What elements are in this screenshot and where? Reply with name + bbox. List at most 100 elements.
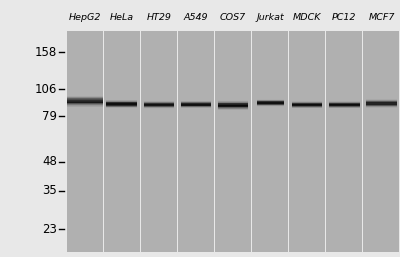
Bar xyxy=(67,97,102,98)
Bar xyxy=(292,104,322,105)
Bar xyxy=(292,106,322,107)
Text: Jurkat: Jurkat xyxy=(256,13,284,22)
Bar xyxy=(257,102,284,103)
Bar xyxy=(257,102,284,103)
Bar xyxy=(67,99,102,100)
Bar xyxy=(257,104,284,105)
Bar xyxy=(144,104,174,105)
Bar xyxy=(181,107,211,108)
Bar xyxy=(106,105,137,106)
Bar xyxy=(329,102,360,103)
Bar xyxy=(366,103,397,104)
Bar xyxy=(366,105,397,106)
Bar xyxy=(106,100,137,101)
Bar xyxy=(67,102,102,103)
Bar xyxy=(106,102,137,103)
Bar xyxy=(329,103,360,104)
Bar xyxy=(257,100,284,101)
Text: 158: 158 xyxy=(34,46,57,59)
Bar xyxy=(144,104,174,105)
Bar xyxy=(218,105,248,106)
Bar xyxy=(329,106,360,107)
Bar xyxy=(257,105,284,106)
Bar xyxy=(366,100,397,101)
Bar xyxy=(292,107,322,108)
Bar xyxy=(144,107,174,108)
Bar xyxy=(366,103,397,104)
Bar xyxy=(366,106,397,107)
Text: 48: 48 xyxy=(42,155,57,168)
Bar xyxy=(67,97,102,98)
Bar xyxy=(292,107,322,108)
Bar xyxy=(67,31,102,252)
Bar xyxy=(292,106,322,107)
Bar xyxy=(218,107,248,108)
Bar xyxy=(329,102,360,103)
Bar xyxy=(106,105,137,106)
Bar xyxy=(67,97,102,98)
Bar xyxy=(67,104,102,105)
Text: HeLa: HeLa xyxy=(110,13,134,22)
Bar xyxy=(329,102,360,103)
Bar xyxy=(144,101,174,102)
Bar xyxy=(144,106,174,107)
Bar xyxy=(292,101,322,102)
Bar xyxy=(106,101,137,102)
Bar xyxy=(67,103,102,104)
Bar xyxy=(366,107,397,108)
Bar xyxy=(67,98,102,99)
Bar xyxy=(326,31,362,252)
Bar xyxy=(144,104,174,105)
Bar xyxy=(292,104,322,105)
Bar xyxy=(144,103,174,104)
Bar xyxy=(257,105,284,106)
Bar xyxy=(144,106,174,107)
Bar xyxy=(181,106,211,107)
Bar xyxy=(67,103,102,104)
Bar xyxy=(366,107,397,108)
Bar xyxy=(329,101,360,102)
Bar xyxy=(144,106,174,107)
Bar xyxy=(292,104,322,105)
Bar xyxy=(106,104,137,105)
Bar xyxy=(257,99,284,100)
Bar xyxy=(218,102,248,103)
Bar xyxy=(218,105,248,106)
Text: A549: A549 xyxy=(184,13,208,22)
Bar xyxy=(106,102,137,103)
Bar xyxy=(218,100,248,101)
Bar xyxy=(257,101,284,102)
Bar xyxy=(181,102,211,103)
Bar xyxy=(218,106,248,107)
Bar xyxy=(106,100,137,101)
Bar xyxy=(329,102,360,103)
Text: COS7: COS7 xyxy=(220,13,246,22)
Bar xyxy=(144,105,174,106)
Bar xyxy=(366,103,397,104)
Bar xyxy=(181,105,211,106)
Bar xyxy=(218,109,248,110)
Bar xyxy=(329,103,360,104)
Bar xyxy=(366,102,397,103)
Bar xyxy=(364,31,399,252)
Bar xyxy=(218,101,248,102)
Bar xyxy=(181,101,211,102)
Bar xyxy=(67,106,102,107)
Bar xyxy=(257,100,284,101)
Bar xyxy=(366,100,397,101)
Bar xyxy=(218,107,248,108)
Bar xyxy=(218,103,248,104)
Bar xyxy=(106,103,137,104)
Bar xyxy=(67,106,102,107)
Bar xyxy=(257,105,284,106)
Bar xyxy=(329,105,360,106)
Bar xyxy=(106,106,137,107)
Bar xyxy=(252,31,288,252)
Bar xyxy=(292,103,322,104)
Bar xyxy=(144,102,174,103)
Bar xyxy=(366,101,397,102)
Bar xyxy=(218,102,248,103)
Bar xyxy=(106,100,137,101)
Bar xyxy=(106,101,137,102)
Bar xyxy=(366,106,397,107)
